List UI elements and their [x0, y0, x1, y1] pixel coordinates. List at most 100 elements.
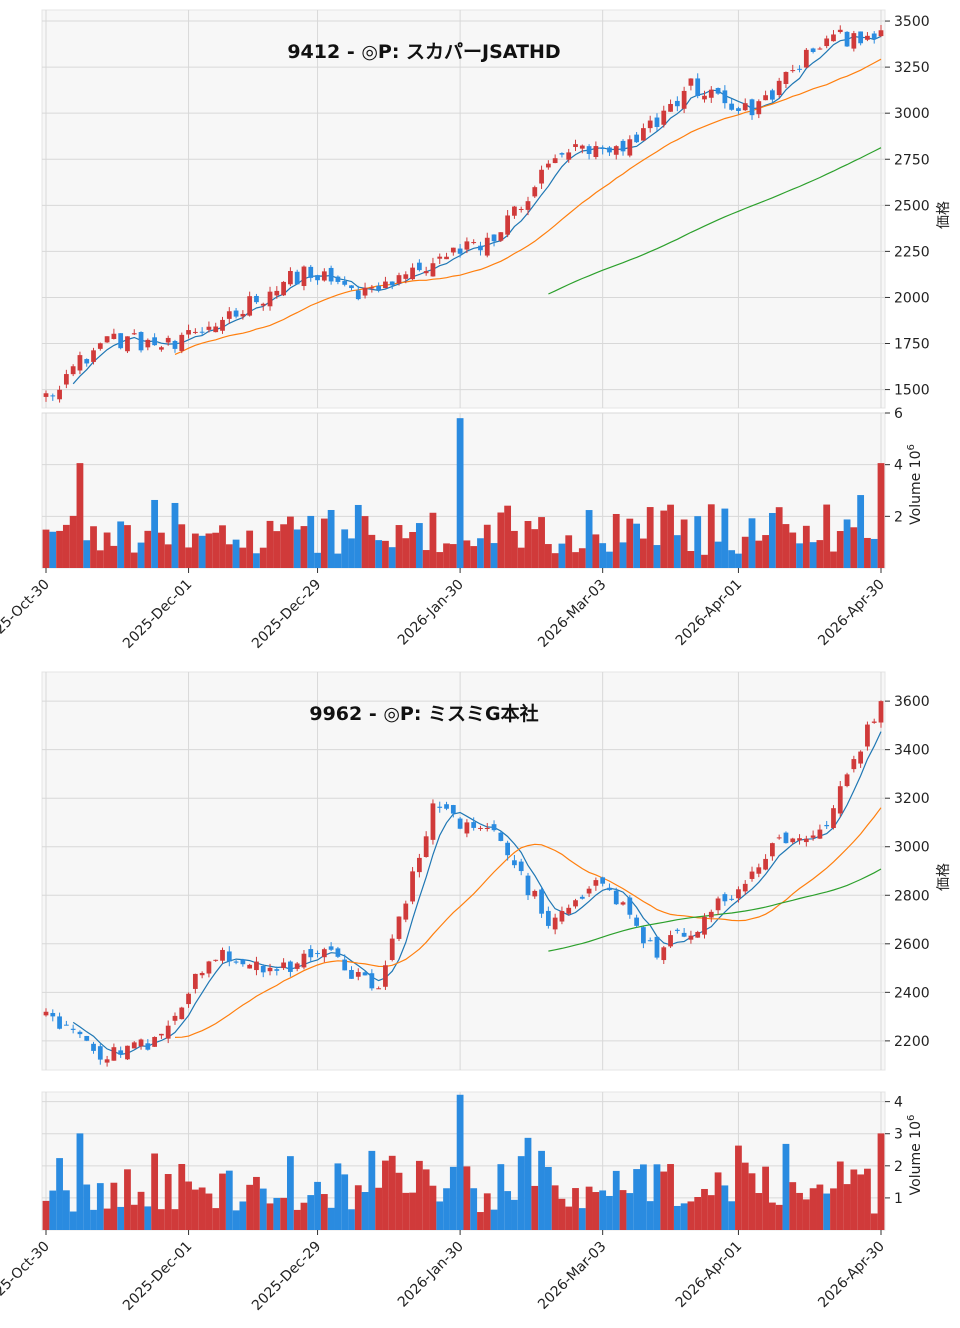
price-tick-label: 1500: [894, 383, 930, 399]
volume-bar: [69, 515, 77, 568]
volume-bar: [640, 538, 647, 568]
volume-bar: [314, 552, 321, 568]
volume-bar: [62, 1190, 70, 1230]
candle-body: [464, 822, 470, 834]
volume-bar: [572, 552, 579, 568]
volume-bar: [463, 540, 471, 568]
candle-body: [77, 1031, 83, 1035]
moving-average-line: [548, 868, 882, 952]
candle-body: [450, 805, 456, 814]
volume-bar: [293, 529, 301, 568]
volume-bar: [361, 516, 369, 568]
volume-bar: [232, 539, 240, 568]
candle-body: [749, 99, 755, 116]
volume-bar: [253, 1176, 260, 1230]
volume-bar: [90, 1209, 97, 1230]
candle-body: [695, 931, 701, 938]
volume-bar: [796, 1192, 803, 1230]
candle-body: [267, 291, 273, 307]
volume-bar: [49, 531, 57, 568]
volume-tick-label: 4: [894, 1095, 903, 1111]
volume-bar: [117, 1206, 125, 1230]
candle-body: [695, 78, 701, 97]
volume-bar: [864, 1168, 871, 1230]
volume-bar: [578, 548, 586, 568]
x-tick-label: 2026-Jan-30: [395, 1239, 467, 1311]
candle-body: [797, 68, 802, 70]
candle-body: [552, 917, 558, 930]
candle-body: [688, 935, 694, 940]
candle-body: [342, 281, 348, 285]
candle-body: [342, 959, 348, 971]
volume-bar: [225, 1170, 233, 1230]
volume-bar: [707, 504, 715, 568]
volume-bar: [748, 518, 756, 568]
candle-body: [797, 838, 802, 841]
candle-body: [233, 310, 239, 317]
volume-bar: [368, 534, 376, 568]
candle-body: [260, 303, 266, 306]
volume-bar: [130, 552, 138, 568]
volume-bar: [701, 554, 708, 568]
candle-body: [756, 101, 762, 115]
candle-body: [220, 319, 225, 331]
volume-tick-label: 6: [894, 406, 903, 422]
candle-body: [613, 146, 619, 155]
candle-body: [545, 910, 551, 926]
volume-bar: [721, 508, 729, 568]
volume-bar: [558, 1198, 566, 1230]
volume-bar: [395, 1172, 403, 1230]
moving-average-line: [72, 731, 882, 1056]
volume-bar: [864, 537, 871, 568]
candle-body: [260, 965, 266, 973]
candle-body: [281, 281, 286, 296]
candle-body: [464, 241, 470, 250]
candle-body: [138, 332, 144, 351]
candle-body: [247, 296, 253, 316]
candle-body: [878, 701, 884, 723]
volume-bar: [198, 1187, 206, 1230]
volume-bar: [348, 538, 355, 568]
volume-bar: [246, 530, 254, 568]
volume-axis-label: Volume 106: [906, 444, 924, 525]
volume-bar: [626, 518, 634, 568]
volume-bar: [307, 515, 315, 568]
candle-body: [437, 806, 443, 808]
volume-bar: [802, 1199, 810, 1230]
candle-body: [383, 281, 388, 289]
volume-bar: [239, 547, 247, 568]
volume-bar: [721, 1185, 729, 1230]
candle-body: [552, 158, 558, 164]
price-axis-label: 価格: [936, 201, 952, 229]
volume-bar: [782, 524, 790, 568]
candle-body: [376, 285, 382, 290]
volume-bar: [90, 526, 97, 568]
candle-body: [776, 80, 782, 96]
volume-bar: [225, 544, 233, 568]
candle-body: [70, 366, 76, 375]
volume-bar: [178, 524, 186, 568]
candle-body: [844, 774, 850, 787]
candle-body: [254, 295, 259, 303]
volume-bar: [843, 1184, 851, 1230]
candle-body: [84, 359, 90, 364]
volume-bar: [164, 544, 172, 568]
candle-body: [226, 951, 232, 962]
volume-bar: [551, 1185, 559, 1230]
candle-body: [566, 152, 572, 160]
volume-bar: [422, 1169, 430, 1230]
volume-bar: [816, 540, 824, 568]
candle-body: [77, 355, 83, 371]
candle-body: [389, 281, 395, 286]
volume-bar: [673, 535, 681, 568]
candle-body: [702, 916, 707, 935]
candle-body: [396, 275, 402, 284]
volume-bar: [280, 524, 287, 568]
volume-bar: [191, 1189, 199, 1230]
candle-body: [206, 326, 212, 330]
volume-bar: [219, 1173, 226, 1230]
candle-body: [57, 1016, 62, 1029]
volume-bar: [429, 512, 437, 568]
volume-bar: [436, 1201, 444, 1230]
